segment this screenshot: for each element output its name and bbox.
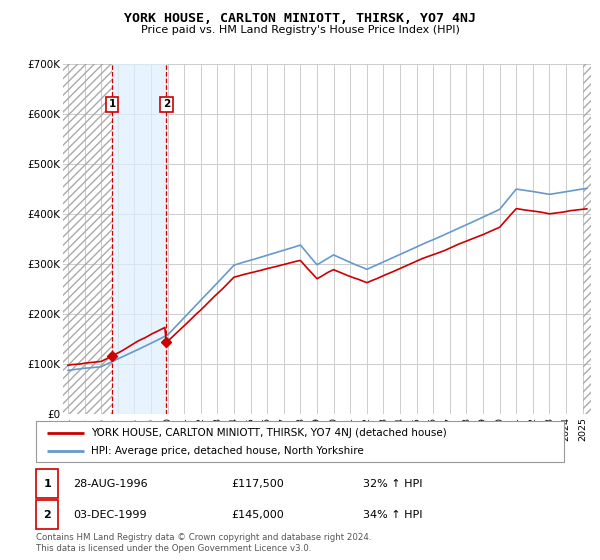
Text: 34% ↑ HPI: 34% ↑ HPI <box>364 510 423 520</box>
Text: Contains HM Land Registry data © Crown copyright and database right 2024.
This d: Contains HM Land Registry data © Crown c… <box>36 533 371 553</box>
Bar <box>36 500 58 529</box>
Text: £117,500: £117,500 <box>232 479 284 489</box>
Text: £145,000: £145,000 <box>232 510 284 520</box>
Text: 32% ↑ HPI: 32% ↑ HPI <box>364 479 423 489</box>
Text: HPI: Average price, detached house, North Yorkshire: HPI: Average price, detached house, Nort… <box>91 446 364 456</box>
Text: 1: 1 <box>109 100 116 109</box>
Text: 2: 2 <box>163 100 170 109</box>
Text: YORK HOUSE, CARLTON MINIOTT, THIRSK, YO7 4NJ: YORK HOUSE, CARLTON MINIOTT, THIRSK, YO7… <box>124 12 476 25</box>
Text: 1: 1 <box>43 479 51 489</box>
Bar <box>112 64 166 414</box>
Text: YORK HOUSE, CARLTON MINIOTT, THIRSK, YO7 4NJ (detached house): YORK HOUSE, CARLTON MINIOTT, THIRSK, YO7… <box>91 428 447 437</box>
Text: 28-AUG-1996: 28-AUG-1996 <box>73 479 148 489</box>
Text: 2: 2 <box>43 510 51 520</box>
Text: Price paid vs. HM Land Registry's House Price Index (HPI): Price paid vs. HM Land Registry's House … <box>140 25 460 35</box>
Bar <box>36 469 58 498</box>
Text: 03-DEC-1999: 03-DEC-1999 <box>73 510 146 520</box>
